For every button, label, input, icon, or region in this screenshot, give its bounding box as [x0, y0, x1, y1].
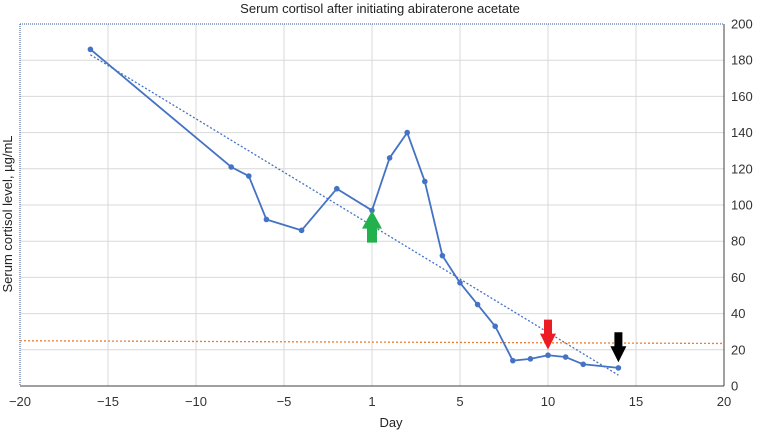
- x-tick-label: 1: [368, 394, 375, 409]
- data-point: [562, 354, 569, 360]
- y-tick-label: 80: [731, 234, 745, 249]
- trendline: [90, 54, 619, 376]
- x-tick-label: 10: [541, 394, 555, 409]
- data-point: [263, 216, 270, 223]
- x-axis-title: Day: [379, 415, 403, 430]
- x-tick-label: 5: [456, 394, 463, 409]
- x-tick-label: −15: [97, 394, 119, 409]
- x-tick-label: −20: [9, 394, 31, 409]
- data-point: [228, 164, 234, 170]
- data-point: [422, 178, 428, 185]
- data-point: [457, 280, 463, 286]
- data-point: [474, 301, 481, 308]
- chart-title: Serum cortisol after initiating abirater…: [240, 1, 520, 16]
- x-tick-label: 15: [629, 394, 643, 409]
- y-tick-label: 200: [731, 17, 753, 32]
- y-tick-label: 40: [731, 306, 745, 321]
- y-tick-label: 20: [731, 342, 745, 357]
- series-layer: [87, 46, 622, 371]
- data-point: [492, 323, 499, 330]
- y-tick-label: 120: [731, 161, 753, 176]
- grid-lines: [20, 24, 724, 386]
- data-point: [545, 352, 551, 359]
- data-point: [246, 173, 252, 179]
- arrow-up-green-icon: [362, 210, 382, 243]
- data-point: [404, 129, 411, 136]
- data-point: [510, 357, 516, 364]
- x-tick-label: −5: [277, 394, 292, 409]
- y-tick-label: 100: [731, 198, 753, 213]
- arrow-down-black-icon: [610, 332, 627, 363]
- data-point: [439, 252, 446, 259]
- y-axis-title: Serum cortisol level, µg/mL: [0, 135, 15, 292]
- data-point: [334, 185, 340, 192]
- y-tick-label: 180: [731, 53, 753, 68]
- y-tick-label: 160: [731, 89, 753, 104]
- data-point: [386, 155, 393, 161]
- x-tick-label: −10: [185, 394, 207, 409]
- annotation-arrows: [362, 210, 627, 363]
- reference-line-layer: [19, 340, 725, 345]
- y-tick-label: 60: [731, 270, 745, 285]
- trendline-layer: [90, 54, 619, 376]
- reference-line: [19, 340, 725, 345]
- y-tick-labels: 0 20 40 60 80 100 120 140 160 180 200: [731, 17, 753, 394]
- y-tick-label: 140: [731, 125, 753, 140]
- data-point: [369, 207, 375, 214]
- x-tick-label: 20: [717, 394, 731, 409]
- data-point: [615, 365, 622, 371]
- y-tick-label: 0: [731, 379, 738, 394]
- axes: [19, 23, 725, 387]
- arrow-down-red-icon: [540, 319, 556, 350]
- data-point: [580, 361, 586, 368]
- data-point: [527, 356, 534, 362]
- series-line: [89, 48, 619, 369]
- data-point: [87, 46, 94, 53]
- x-tick-labels: −20 −15 −10 −5 1 5 10 15 20: [9, 394, 731, 409]
- data-point: [298, 227, 305, 234]
